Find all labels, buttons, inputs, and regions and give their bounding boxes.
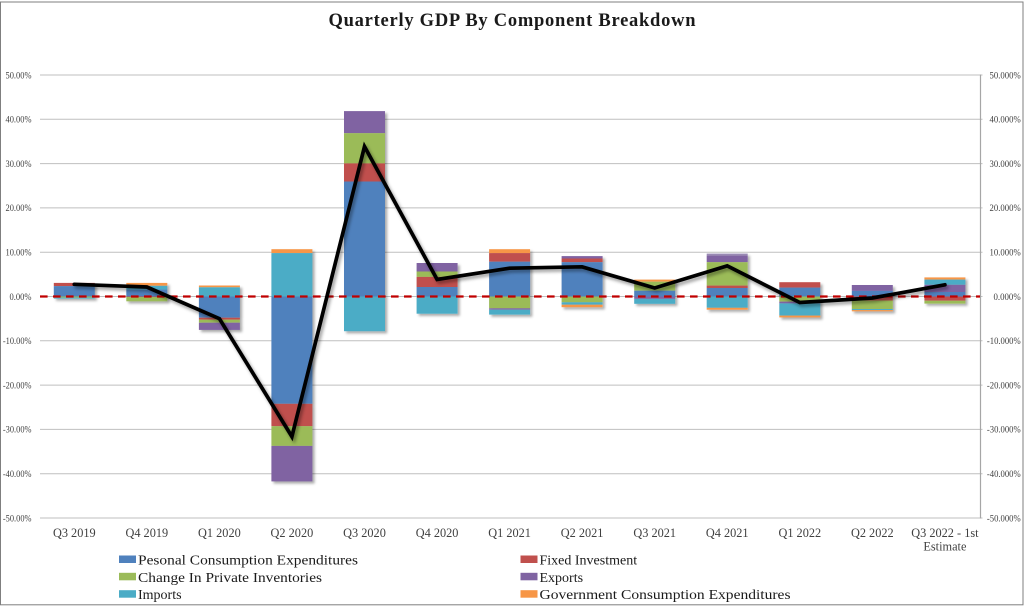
svg-text:-40.000%: -40.000% [987,470,1021,480]
svg-text:50.00%: 50.00% [6,71,32,81]
svg-text:-30.00%: -30.00% [3,426,32,436]
svg-text:0.00%: 0.00% [10,293,32,303]
svg-text:10.000%: 10.000% [990,249,1021,259]
svg-text:Q2 2021: Q2 2021 [561,526,604,540]
svg-text:Fixed Investment: Fixed Investment [540,554,638,569]
svg-text:Pesonal Consumption Expenditur: Pesonal Consumption Expenditures [138,554,358,569]
svg-text:-50.00%: -50.00% [3,514,32,524]
svg-text:Government Consumption Expendi: Government Consumption Expenditures [540,588,791,603]
svg-text:Q3 2019: Q3 2019 [53,526,96,540]
svg-text:Q1 2020: Q1 2020 [198,526,241,540]
svg-text:-50.000%: -50.000% [987,514,1021,524]
svg-text:40.00%: 40.00% [6,116,32,126]
svg-text:50.000%: 50.000% [990,71,1021,81]
svg-text:20.00%: 20.00% [6,204,32,214]
svg-text:Q2 2020: Q2 2020 [271,526,314,540]
svg-text:Q3 2021: Q3 2021 [633,526,676,540]
svg-text:Q2 2022: Q2 2022 [851,526,894,540]
svg-text:0.000%: 0.000% [994,293,1021,303]
svg-text:Q4 2019: Q4 2019 [125,526,168,540]
svg-text:30.00%: 30.00% [6,160,32,170]
svg-text:Imports: Imports [138,588,182,603]
svg-text:Q4 2021: Q4 2021 [706,526,749,540]
svg-text:-40.00%: -40.00% [3,470,32,480]
svg-text:Q4 2020: Q4 2020 [416,526,459,540]
svg-text:-10.000%: -10.000% [987,337,1021,347]
svg-text:Q3 2020: Q3 2020 [343,526,386,540]
svg-text:-20.000%: -20.000% [987,381,1021,391]
svg-text:20.000%: 20.000% [990,204,1021,214]
svg-text:10.00%: 10.00% [6,249,32,259]
svg-text:Change In Private Inventories: Change In Private Inventories [138,571,322,586]
svg-text:Estimate: Estimate [923,539,967,553]
svg-text:Exports: Exports [540,571,584,586]
svg-text:Q1 2021: Q1 2021 [488,526,531,540]
svg-text:Quarterly GDP By Component Bre: Quarterly GDP By Component Breakdown [329,11,697,31]
svg-text:-30.000%: -30.000% [987,426,1021,436]
svg-text:Q3 2022 - 1st: Q3 2022 - 1st [911,526,979,540]
svg-text:30.000%: 30.000% [990,160,1021,170]
svg-text:40.000%: 40.000% [990,116,1021,126]
svg-text:Q1 2022: Q1 2022 [778,526,821,540]
svg-text:-10.00%: -10.00% [3,337,32,347]
svg-text:-20.00%: -20.00% [3,381,32,391]
